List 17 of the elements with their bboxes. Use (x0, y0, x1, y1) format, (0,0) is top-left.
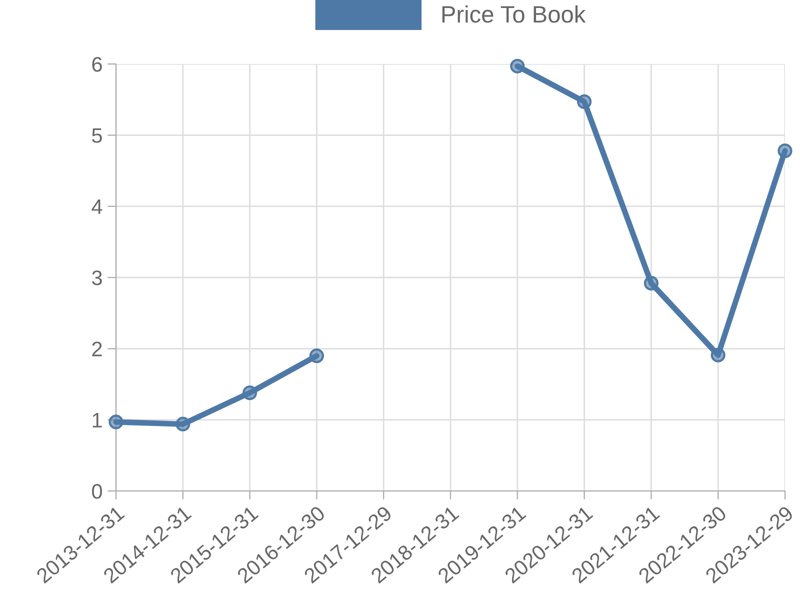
point (710, 348, 726, 362)
y-tick-label: 4 (92, 200, 102, 214)
point (176, 416, 190, 432)
y-tick-label: 6 (92, 57, 102, 72)
y-tick-label: 1 (92, 413, 102, 428)
point (577, 94, 592, 110)
point (242, 385, 258, 400)
y-tick-label: 2 (92, 342, 102, 356)
point (108, 414, 124, 430)
y-tick-label: 5 (92, 128, 102, 143)
y-tick-label: 0 (92, 484, 102, 499)
point (778, 144, 792, 158)
point (644, 276, 658, 290)
point (510, 58, 525, 74)
y-tick-label: 3 (92, 270, 102, 286)
point (309, 348, 324, 364)
legend-label: Price To Book (442, 5, 586, 23)
